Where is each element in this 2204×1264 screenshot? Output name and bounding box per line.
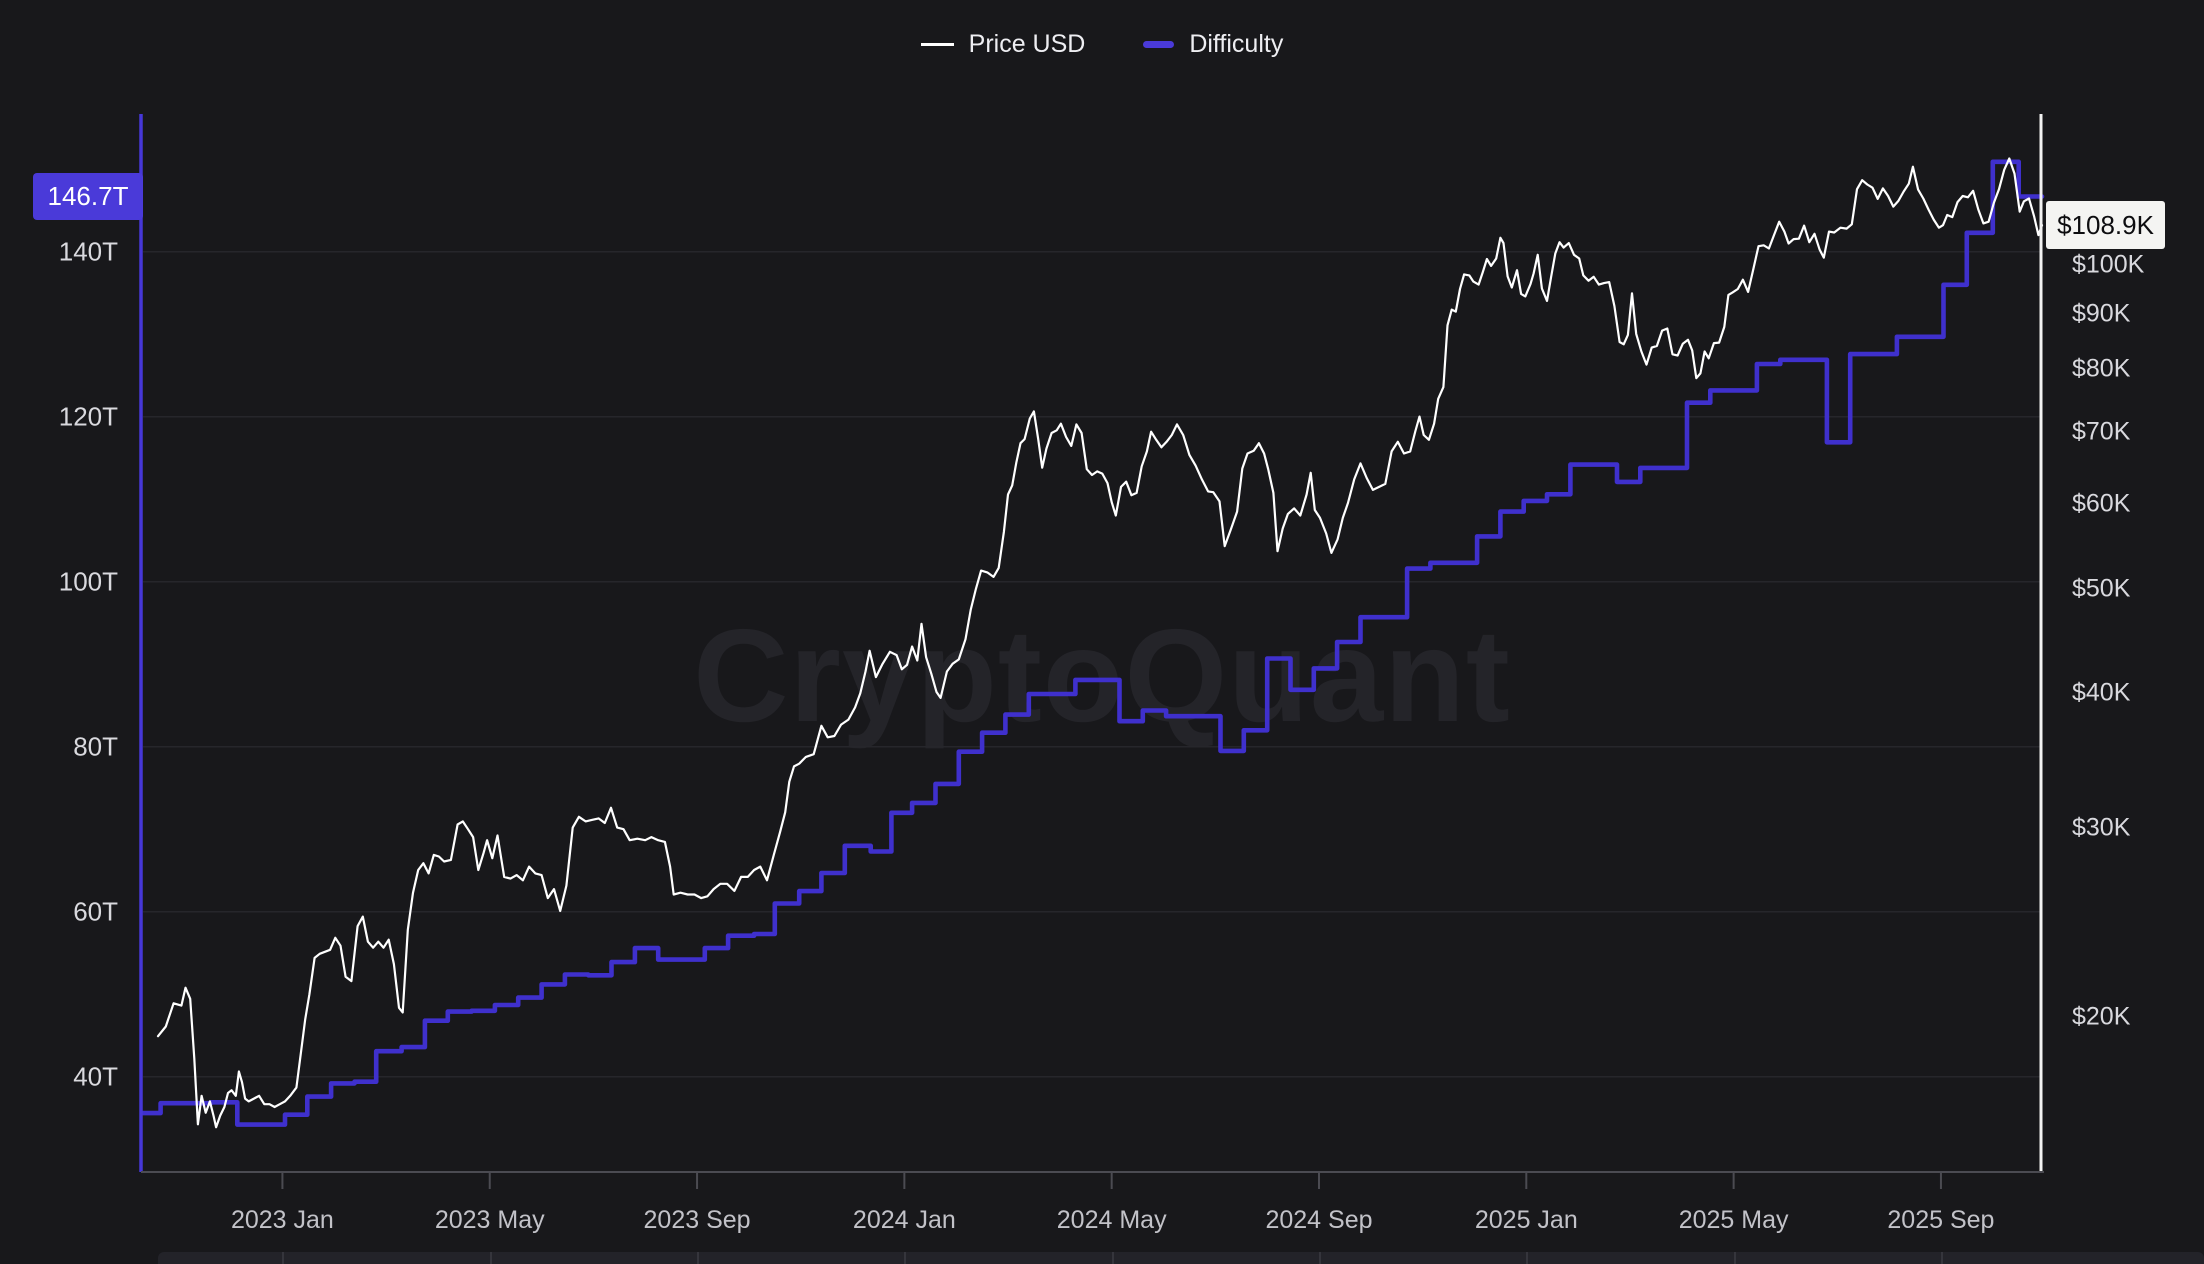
y-axis-right-tick-label: $80K [2072, 354, 2131, 383]
x-axis-tick-label: 2024 Jan [852, 1206, 956, 1234]
y-axis-right-tick-label: $30K [2072, 813, 2131, 842]
legend-item-price-usd[interactable]: Price USD [920, 30, 1086, 59]
legend-item-difficulty[interactable]: Difficulty [1143, 30, 1283, 59]
chart-legend: Price USD Difficulty [0, 30, 2204, 59]
x-axis-tick-label: 2023 Jan [230, 1206, 334, 1234]
scrollbar-divider [1526, 1252, 1529, 1264]
y-axis-right-tick-label: $100K [2072, 250, 2145, 279]
scrollbar-divider [904, 1252, 907, 1264]
scrollbar-divider [1940, 1252, 1943, 1264]
y-axis-left-tick-label: 60T [73, 896, 118, 927]
x-axis-tick-label: 2023 May [434, 1206, 545, 1234]
x-axis-tick-label: 2025 Sep [1887, 1206, 1995, 1234]
x-axis-tick-label: 2024 May [1056, 1206, 1167, 1234]
y-axis-right-tick-label: $40K [2072, 678, 2131, 707]
difficulty-line-swatch-icon [1143, 41, 1175, 48]
y-axis-right-tick-label: $70K [2072, 417, 2131, 446]
legend-label-difficulty: Difficulty [1189, 30, 1284, 58]
legend-label-price-usd: Price USD [968, 30, 1086, 58]
timeline-scrollbar[interactable] [158, 1252, 2204, 1264]
cryptoquant-watermark: CryptoQuant [693, 602, 1511, 749]
y-axis-right-tick-label: $20K [2072, 1002, 2131, 1031]
difficulty-line [140, 159, 2045, 1127]
price-current-badge: $108.9K [2046, 201, 2165, 249]
y-axis-right-tick-label: $60K [2072, 489, 2131, 518]
y-axis-left-tick-label: 40T [73, 1061, 118, 1092]
x-axis-tick-label: 2025 May [1678, 1206, 1789, 1234]
y-axis-left-tick-label: 100T [58, 566, 118, 597]
scrollbar-divider [1733, 1252, 1736, 1264]
y-axis-left-tick-label: 120T [58, 401, 118, 432]
scrollbar-divider [282, 1252, 285, 1264]
scrollbar-divider [489, 1252, 492, 1264]
scrollbar-divider [1111, 1252, 1114, 1264]
y-axis-left-tick-label: 140T [58, 236, 118, 267]
scrollbar-divider [1318, 1252, 1321, 1264]
scrollbar-divider [697, 1252, 700, 1264]
price-line-swatch-icon [920, 43, 954, 46]
price-line [156, 157, 2044, 1129]
x-axis-tick-label: 2024 Sep [1265, 1206, 1373, 1234]
x-axis-tick-label: 2025 Jan [1474, 1206, 1578, 1234]
x-axis-tick-label: 2023 Sep [643, 1206, 751, 1234]
y-axis-left-tick-label: 80T [73, 731, 118, 762]
difficulty-current-badge: 146.7T [33, 173, 143, 220]
y-axis-right-tick-label: $90K [2072, 299, 2131, 328]
y-axis-right-tick-label: $50K [2072, 574, 2131, 603]
